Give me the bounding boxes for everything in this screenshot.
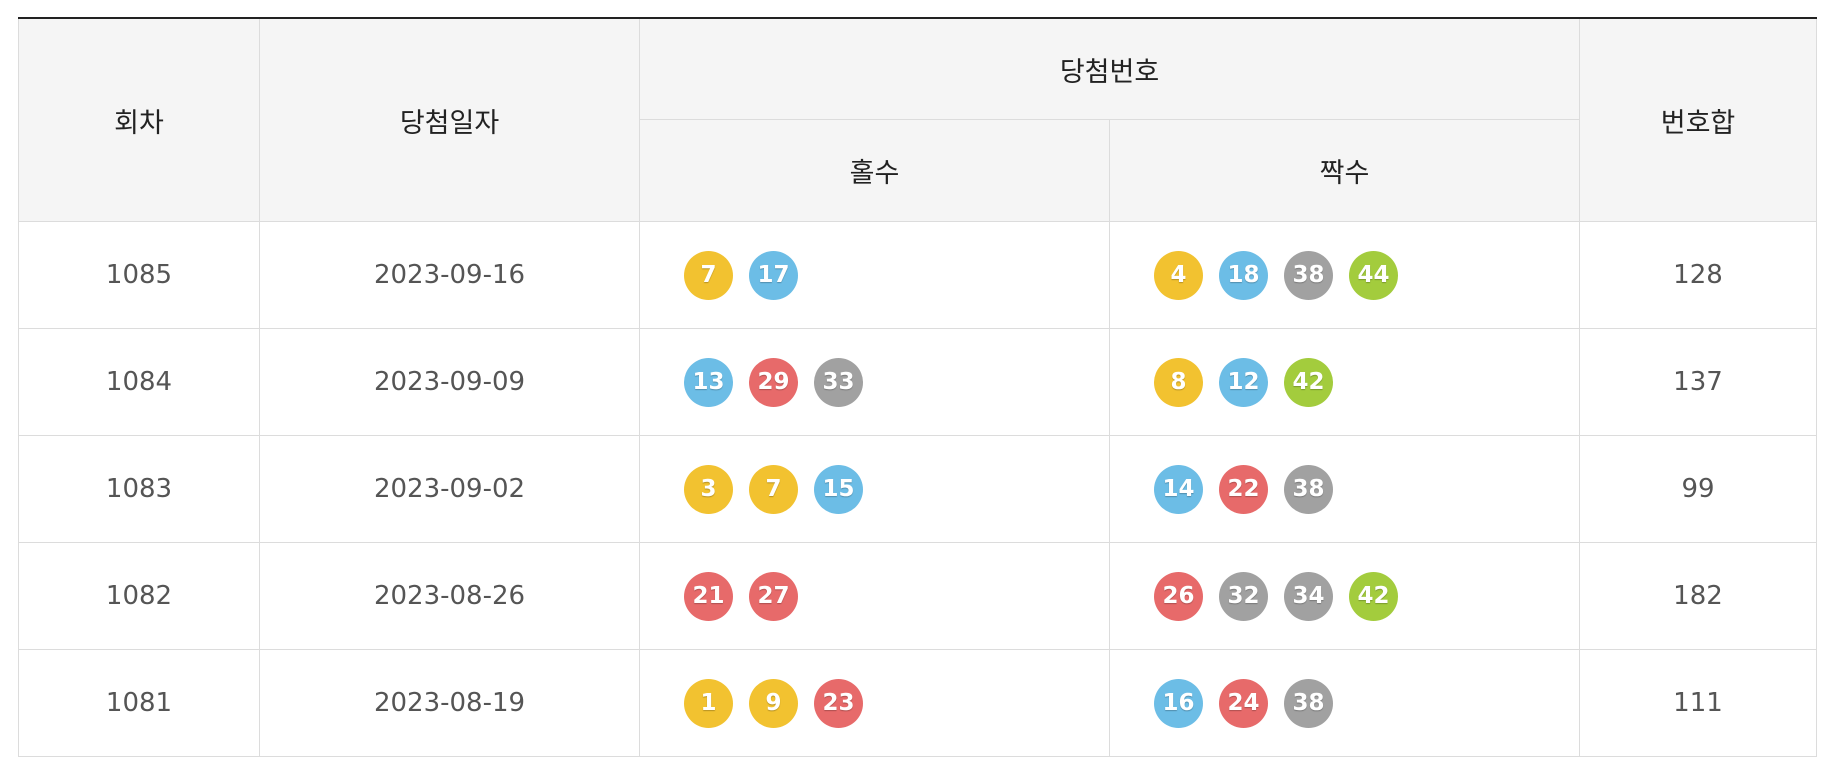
round-cell: 1084 — [18, 328, 260, 436]
lotto-ball-blue: 14 — [1154, 464, 1203, 514]
date-cell: 2023-09-09 — [259, 328, 640, 436]
lotto-ball-red: 21 — [684, 571, 733, 621]
lotto-ball-gray: 38 — [1284, 678, 1333, 728]
lotto-ball-red: 26 — [1154, 571, 1203, 621]
date-cell: 2023-08-26 — [259, 542, 640, 650]
lotto-ball-yellow: 9 — [749, 678, 798, 728]
header-sum: 번호합 — [1579, 17, 1817, 222]
table-header: 회차 당첨일자 당첨번호 번호합 홀수 짝수 — [18, 17, 1817, 222]
lotto-ball-blue: 16 — [1154, 678, 1203, 728]
date-cell: 2023-09-16 — [259, 221, 640, 329]
lotto-ball-green: 44 — [1349, 250, 1398, 300]
round-cell: 1082 — [18, 542, 260, 650]
lotto-ball-red: 24 — [1219, 678, 1268, 728]
lotto-ball-yellow: 3 — [684, 464, 733, 514]
sum-cell: 111 — [1579, 649, 1817, 757]
table-row: 1084 2023-09-09 13 29 33 8 12 42 137 — [18, 328, 1817, 436]
lotto-results-table: 회차 당첨일자 당첨번호 번호합 홀수 짝수 1085 2023-09-16 7… — [18, 17, 1817, 757]
round-cell: 1085 — [18, 221, 260, 329]
lotto-ball-gray: 38 — [1284, 464, 1333, 514]
odd-balls-cell: 21 27 — [639, 542, 1110, 650]
even-balls-cell: 16 24 38 — [1109, 649, 1580, 757]
header-date: 당첨일자 — [259, 17, 640, 222]
table-row: 1082 2023-08-26 21 27 26 32 34 42 182 — [18, 542, 1817, 650]
sum-cell: 137 — [1579, 328, 1817, 436]
lotto-ball-gray: 33 — [814, 357, 863, 407]
header-even: 짝수 — [1109, 119, 1580, 222]
date-cell: 2023-09-02 — [259, 435, 640, 543]
lotto-ball-yellow: 7 — [684, 250, 733, 300]
table-row: 1085 2023-09-16 7 17 4 18 38 44 128 — [18, 221, 1817, 329]
lotto-results-table-container: 회차 당첨일자 당첨번호 번호합 홀수 짝수 1085 2023-09-16 7… — [18, 17, 1817, 757]
lotto-ball-gray: 34 — [1284, 571, 1333, 621]
odd-balls-cell: 1 9 23 — [639, 649, 1110, 757]
sum-cell: 182 — [1579, 542, 1817, 650]
lotto-ball-yellow: 8 — [1154, 357, 1203, 407]
lotto-ball-red: 23 — [814, 678, 863, 728]
lotto-ball-blue: 13 — [684, 357, 733, 407]
lotto-ball-blue: 15 — [814, 464, 863, 514]
odd-balls-cell: 3 7 15 — [639, 435, 1110, 543]
sum-cell: 128 — [1579, 221, 1817, 329]
lotto-ball-blue: 12 — [1219, 357, 1268, 407]
even-balls-cell: 8 12 42 — [1109, 328, 1580, 436]
lotto-ball-red: 22 — [1219, 464, 1268, 514]
lotto-ball-yellow: 1 — [684, 678, 733, 728]
lotto-ball-red: 27 — [749, 571, 798, 621]
even-balls-cell: 14 22 38 — [1109, 435, 1580, 543]
lotto-ball-red: 29 — [749, 357, 798, 407]
lotto-ball-yellow: 4 — [1154, 250, 1203, 300]
lotto-ball-blue: 17 — [749, 250, 798, 300]
sum-cell: 99 — [1579, 435, 1817, 543]
even-balls-cell: 4 18 38 44 — [1109, 221, 1580, 329]
table-body: 1085 2023-09-16 7 17 4 18 38 44 128 1084 202… — [18, 221, 1817, 757]
header-round: 회차 — [18, 17, 260, 222]
table-row: 1083 2023-09-02 3 7 15 14 22 38 99 — [18, 435, 1817, 543]
odd-balls-cell: 7 17 — [639, 221, 1110, 329]
even-balls-cell: 26 32 34 42 — [1109, 542, 1580, 650]
round-cell: 1083 — [18, 435, 260, 543]
header-winning-numbers: 당첨번호 — [639, 17, 1580, 120]
date-cell: 2023-08-19 — [259, 649, 640, 757]
odd-balls-cell: 13 29 33 — [639, 328, 1110, 436]
round-cell: 1081 — [18, 649, 260, 757]
lotto-ball-green: 42 — [1284, 357, 1333, 407]
table-row: 1081 2023-08-19 1 9 23 16 24 38 111 — [18, 649, 1817, 757]
lotto-ball-yellow: 7 — [749, 464, 798, 514]
header-odd: 홀수 — [639, 119, 1110, 222]
lotto-ball-gray: 32 — [1219, 571, 1268, 621]
lotto-ball-green: 42 — [1349, 571, 1398, 621]
lotto-ball-gray: 38 — [1284, 250, 1333, 300]
lotto-ball-blue: 18 — [1219, 250, 1268, 300]
